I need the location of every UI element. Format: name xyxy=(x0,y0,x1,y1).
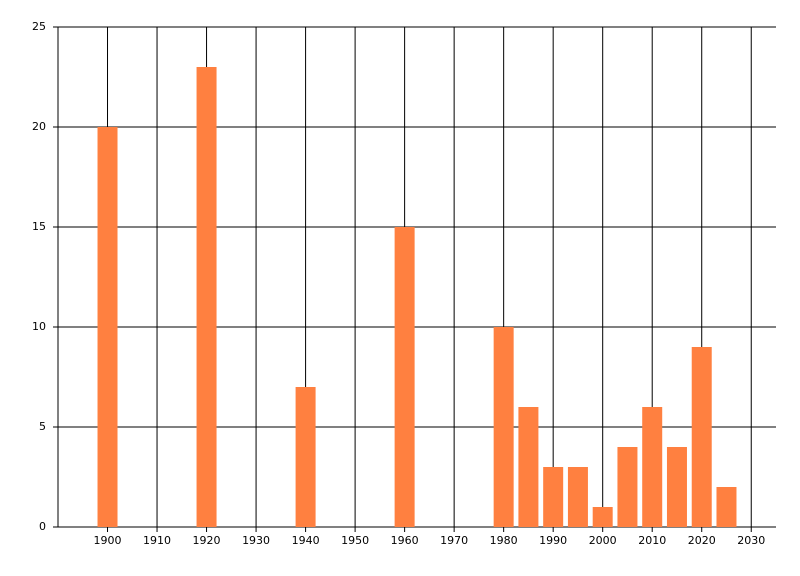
y-tick-label: 20 xyxy=(32,120,46,133)
x-tick-label: 1930 xyxy=(242,534,270,547)
y-tick-label: 0 xyxy=(39,520,46,533)
bar xyxy=(642,407,663,527)
bar xyxy=(567,467,588,527)
x-tick-label: 2010 xyxy=(638,534,666,547)
x-tick-label: 1960 xyxy=(391,534,419,547)
bar xyxy=(97,127,118,527)
bar xyxy=(592,507,613,527)
y-tick-label: 10 xyxy=(32,320,46,333)
bar xyxy=(543,467,564,527)
x-tick-label: 1980 xyxy=(490,534,518,547)
x-tick-label: 1990 xyxy=(539,534,567,547)
bar xyxy=(196,67,217,527)
y-tick-label: 25 xyxy=(32,20,46,33)
bar xyxy=(716,487,737,527)
x-tick-label: 1910 xyxy=(143,534,171,547)
x-tick-label: 1970 xyxy=(440,534,468,547)
bar xyxy=(518,407,539,527)
bar xyxy=(493,327,514,527)
bar xyxy=(295,387,316,527)
x-tick-label: 1940 xyxy=(292,534,320,547)
bar xyxy=(666,447,687,527)
bar xyxy=(691,347,712,527)
x-tick-label: 2000 xyxy=(589,534,617,547)
x-tick-label: 1950 xyxy=(341,534,369,547)
y-tick-label: 5 xyxy=(39,420,46,433)
bar xyxy=(617,447,638,527)
y-tick-label: 15 xyxy=(32,220,46,233)
x-tick-label: 1900 xyxy=(94,534,122,547)
x-tick-label: 2030 xyxy=(737,534,765,547)
x-tick-label: 2020 xyxy=(688,534,716,547)
bar xyxy=(394,227,415,527)
x-tick-label: 1920 xyxy=(193,534,221,547)
